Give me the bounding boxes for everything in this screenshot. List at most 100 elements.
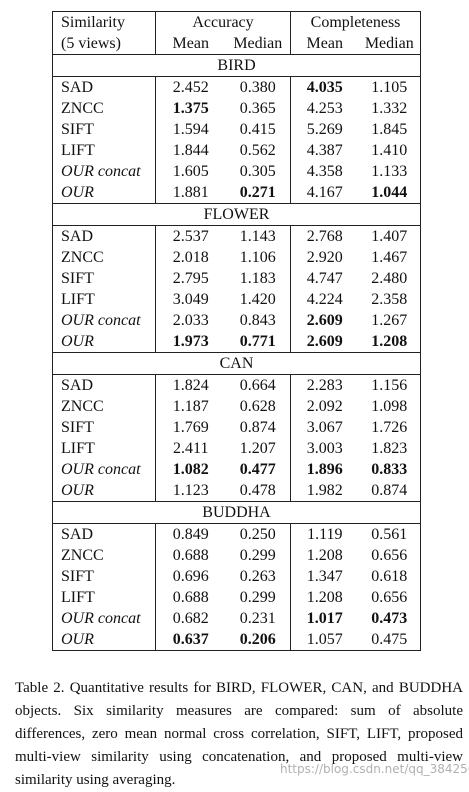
header-cell: Median	[364, 35, 414, 52]
value-cell: 1.106	[225, 247, 292, 268]
value-cell: 1.896	[306, 461, 343, 478]
value-cell: 4.035	[306, 79, 343, 96]
value-cell: 1.973	[172, 333, 209, 350]
value-cell: 0.843	[225, 310, 292, 331]
value-cell: 2.795	[172, 270, 209, 287]
data-row: ZNCC 1.375 0.365 4.253 1.332	[52, 98, 421, 119]
value-cell: 1.594	[172, 121, 209, 138]
data-row: SIFT 0.696 0.263 1.347 0.618	[52, 566, 421, 587]
value-cell: 4.224	[306, 291, 343, 308]
value-cell: 1.119	[307, 526, 343, 543]
value-cell: 2.609	[306, 333, 343, 350]
row-label: SIFT	[52, 417, 156, 438]
value-cell: 1.881	[172, 184, 209, 201]
value-cell: 0.477	[225, 459, 292, 480]
row-label: ZNCC	[52, 545, 156, 566]
value-cell: 0.656	[371, 547, 408, 564]
value-cell: 1.208	[306, 547, 343, 564]
value-cell: 0.562	[225, 140, 292, 161]
value-cell: 0.206	[225, 629, 292, 651]
value-cell: 1.844	[172, 142, 209, 159]
value-cell: 1.208	[371, 333, 408, 350]
data-row: SAD 2.452 0.380 4.035 1.105	[52, 76, 421, 98]
data-row: SAD 0.849 0.250 1.119 0.561	[52, 523, 421, 545]
value-cell: 1.267	[371, 312, 408, 329]
value-cell: 2.768	[306, 228, 343, 245]
value-cell: 0.637	[172, 631, 209, 648]
section-row: FLOWER	[52, 203, 421, 226]
value-cell: 1.183	[225, 268, 292, 289]
value-cell: 0.299	[225, 545, 292, 566]
value-cell: 1.057	[306, 631, 343, 648]
section-name: FLOWER	[52, 203, 421, 226]
value-cell: 1.347	[306, 568, 343, 585]
value-cell: 1.420	[225, 289, 292, 310]
data-row: LIFT 3.049 1.420 4.224 2.358	[52, 289, 421, 310]
value-cell: 2.092	[306, 398, 343, 415]
value-cell: 2.609	[306, 312, 343, 329]
value-cell: 0.263	[225, 566, 292, 587]
row-label: SAD	[52, 374, 156, 396]
data-row: SIFT 1.594 0.415 5.269 1.845	[52, 119, 421, 140]
value-cell: 1.143	[225, 225, 292, 247]
section-name: BUDDHA	[52, 501, 421, 524]
row-label: OUR concat	[52, 161, 156, 182]
value-cell: 2.358	[371, 291, 408, 308]
value-cell: 1.407	[371, 228, 408, 245]
value-cell: 1.726	[371, 419, 408, 436]
row-label: ZNCC	[52, 247, 156, 268]
watermark: https://blog.csdn.net/qq_38425638	[280, 762, 469, 776]
value-cell: 0.473	[371, 610, 408, 627]
value-cell: 2.480	[371, 270, 408, 287]
value-cell: 0.688	[172, 547, 209, 564]
value-cell: 2.537	[172, 228, 209, 245]
value-cell: 2.411	[173, 440, 209, 457]
value-cell: 0.231	[225, 608, 292, 629]
value-cell: 5.269	[306, 121, 343, 138]
row-label: SAD	[52, 523, 156, 545]
value-cell: 1.156	[371, 377, 408, 394]
data-row: SAD 1.824 0.664 2.283 1.156	[52, 374, 421, 396]
value-cell: 0.833	[371, 461, 408, 478]
value-cell: 1.769	[172, 419, 209, 436]
value-cell: 0.688	[172, 589, 209, 606]
row-label: LIFT	[52, 140, 156, 161]
data-row: ZNCC 1.187 0.628 2.092 1.098	[52, 396, 421, 417]
data-row: LIFT 1.844 0.562 4.387 1.410	[52, 140, 421, 161]
value-cell: 3.003	[306, 440, 343, 457]
value-cell: 0.618	[371, 568, 408, 585]
value-cell: 0.664	[225, 374, 292, 396]
row-label: ZNCC	[52, 396, 156, 417]
header-cell: Accuracy	[155, 11, 292, 33]
header-cell: Mean	[306, 35, 343, 52]
value-cell: 2.018	[172, 249, 209, 266]
value-cell: 1.017	[306, 610, 343, 627]
value-cell: 0.380	[225, 76, 292, 98]
row-label: OUR concat	[52, 310, 156, 331]
header-row: (5 views) Mean Median Mean Median	[52, 33, 421, 55]
data-row: SIFT 1.769 0.874 3.067 1.726	[52, 417, 421, 438]
header-cell: (5 views)	[52, 33, 156, 55]
data-row: OUR 0.637 0.206 1.057 0.475	[52, 629, 421, 651]
data-row: LIFT 2.411 1.207 3.003 1.823	[52, 438, 421, 459]
row-label: OUR	[52, 331, 156, 353]
value-cell: 4.167	[306, 184, 343, 201]
row-label: SIFT	[52, 268, 156, 289]
section-name: BIRD	[52, 54, 421, 77]
value-cell: 1.982	[306, 482, 343, 499]
header-row: Similarity Accuracy Completeness	[52, 11, 421, 33]
section-row: CAN	[52, 352, 421, 375]
value-cell: 0.250	[225, 523, 292, 545]
value-cell: 0.478	[225, 480, 292, 502]
value-cell: 4.747	[306, 270, 343, 287]
row-label: SAD	[52, 76, 156, 98]
value-cell: 4.358	[306, 163, 343, 180]
row-label: LIFT	[52, 289, 156, 310]
section-name: CAN	[52, 352, 421, 375]
value-cell: 1.123	[172, 482, 209, 499]
data-row: OUR concat 0.682 0.231 1.017 0.473	[52, 608, 421, 629]
value-cell: 1.082	[172, 461, 209, 478]
row-label: SIFT	[52, 119, 156, 140]
row-label: LIFT	[52, 587, 156, 608]
section-row: BUDDHA	[52, 501, 421, 524]
